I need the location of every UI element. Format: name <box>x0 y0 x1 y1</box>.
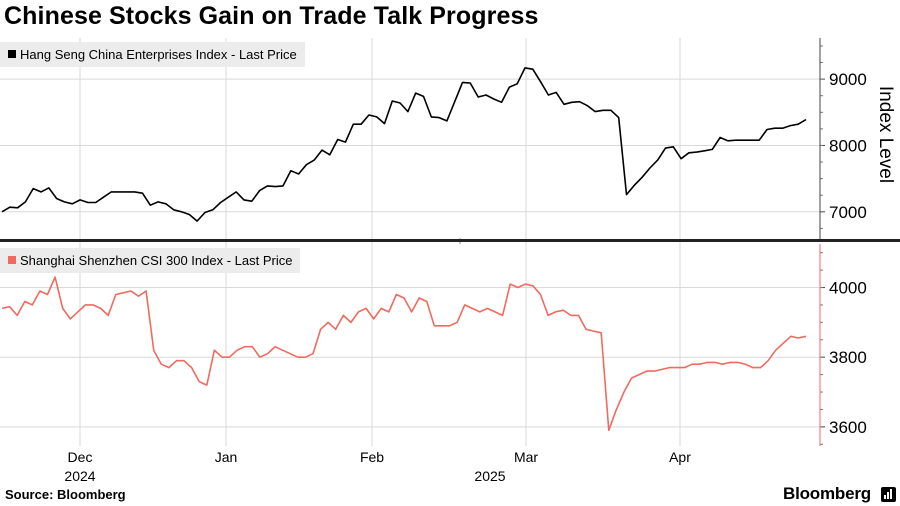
x-year-label-0: 2024 <box>64 468 95 484</box>
ytick-label-0-2: 9000 <box>829 70 867 89</box>
x-month-label-3: Mar <box>514 449 538 465</box>
x-month-label-0: Dec <box>68 449 93 465</box>
legend-label-csi-300: Shanghai Shenzhen CSI 300 Index - Last P… <box>20 253 293 268</box>
panel-divider <box>0 239 900 242</box>
ytick-label-0-1: 8000 <box>829 136 867 155</box>
y-axis-title: Index Level <box>875 86 896 183</box>
ytick-label-1-0: 3600 <box>829 418 867 437</box>
chart-title: Chinese Stocks Gain on Trade Talk Progre… <box>4 2 539 30</box>
brand-logo-text: Bloomberg <box>783 484 871 503</box>
legend-csi-300: Shanghai Shenzhen CSI 300 Index - Last P… <box>0 248 301 273</box>
x-month-label-4: Apr <box>669 449 691 465</box>
legend-hang-seng: Hang Seng China Enterprises Index - Last… <box>0 42 305 67</box>
legend-swatch-black <box>8 50 16 58</box>
ytick-label-1-1: 3800 <box>829 348 867 367</box>
x-year-label-1: 2025 <box>474 468 505 484</box>
source-note: Source: Bloomberg <box>5 487 126 502</box>
x-month-label-2: Feb <box>360 449 384 465</box>
series-line-1 <box>1 276 807 432</box>
ytick-label-0-0: 7000 <box>829 203 867 222</box>
x-month-label-1: Jan <box>215 449 238 465</box>
legend-swatch-red <box>8 256 16 264</box>
bloomberg-terminal-icon <box>881 487 896 502</box>
legend-label-hang-seng: Hang Seng China Enterprises Index - Last… <box>20 47 297 62</box>
series-line-0 <box>1 67 807 222</box>
ytick-label-1-2: 4000 <box>829 279 867 298</box>
